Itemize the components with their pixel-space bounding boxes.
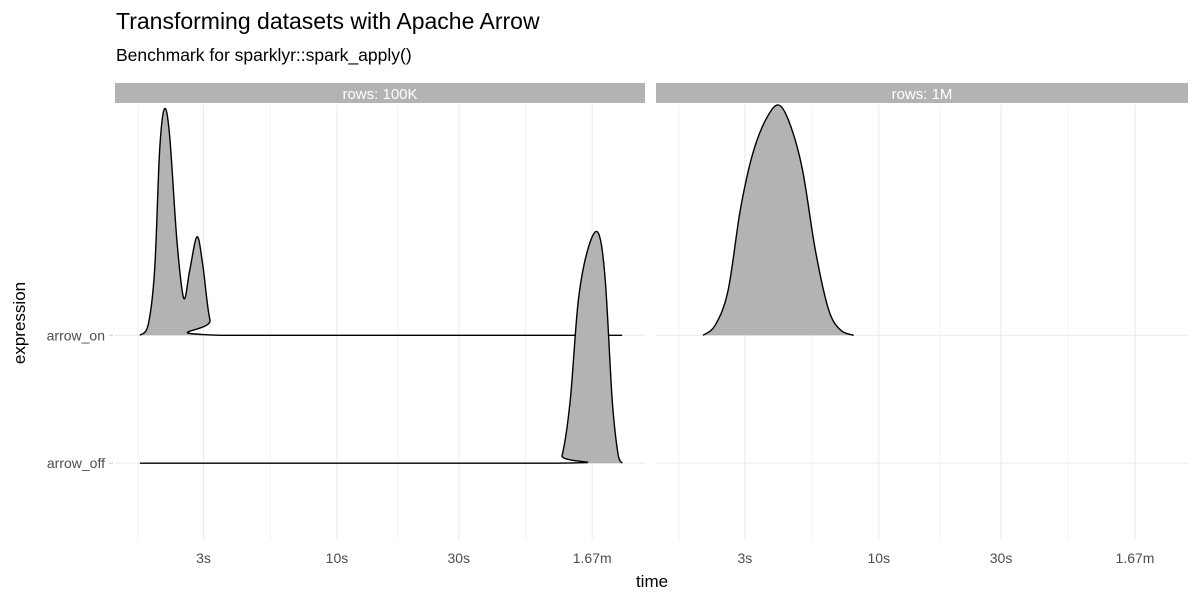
density-line-arrow_on	[139, 107, 623, 336]
facet-strip-label: rows: 1M	[892, 86, 953, 103]
facet-panel: rows: 100K 3s 10s 30s 1.67m arrow_off arrow_on	[47, 83, 645, 566]
x-tick-label: 1.67m	[573, 550, 612, 566]
x-tick-label: 1.67m	[1116, 550, 1155, 566]
density-line-arrow_on	[702, 104, 854, 336]
x-axis-title: time	[636, 572, 668, 591]
x-tick-label: 3s	[737, 550, 752, 566]
facet-panel: rows: 1M 3s 10s 30s 1.67m	[656, 83, 1188, 566]
chart-subtitle: Benchmark for sparklyr::spark_apply()	[116, 45, 412, 66]
y-axis-title: expression	[10, 282, 29, 364]
facet-strip	[115, 83, 645, 103]
chart-title: Transforming datasets with Apache Arrow	[116, 8, 540, 34]
x-tick-label: 10s	[326, 550, 349, 566]
x-tick-label: 10s	[868, 550, 891, 566]
density-fill-arrow_off	[139, 231, 623, 464]
y-tick-label: arrow_off	[47, 455, 105, 471]
facet-strip	[656, 83, 1188, 103]
x-tick-label: 30s	[447, 550, 470, 566]
x-tick-label: 3s	[196, 550, 211, 566]
density-fill-arrow_on	[139, 108, 623, 336]
x-tick-label: 30s	[990, 550, 1013, 566]
y-tick-label: arrow_on	[47, 327, 105, 343]
facet-strip-label: rows: 100K	[342, 86, 417, 103]
density-line-arrow_off	[139, 230, 623, 464]
density-fill-arrow_on	[703, 104, 854, 336]
